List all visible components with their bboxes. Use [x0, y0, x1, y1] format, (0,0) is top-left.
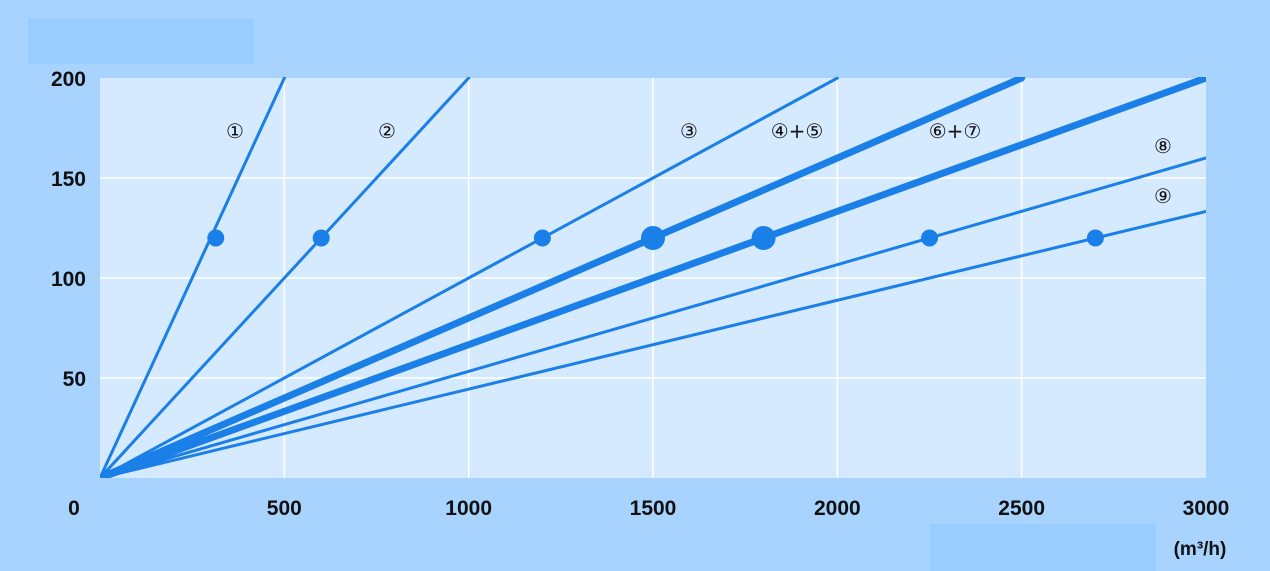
series-group — [100, 77, 1206, 478]
series-label-5: ⑥+⑦ — [929, 119, 982, 143]
series-marker-4 — [641, 226, 665, 250]
series-marker-3 — [533, 229, 551, 247]
series-label-6: ⑧ — [1154, 134, 1172, 158]
series-line-4 — [100, 77, 1026, 478]
series-line-1 — [100, 77, 286, 478]
x-tick-label: 2500 — [998, 497, 1045, 520]
y-tick-label: 50 — [63, 368, 86, 391]
x-axis-unit: (m³/h) — [1174, 539, 1227, 560]
x-tick-label: 500 — [267, 497, 302, 520]
series-label-7: ⑨ — [1154, 184, 1172, 208]
series-label-3: ③ — [680, 119, 698, 143]
series-marker-1 — [207, 229, 225, 247]
series-marker-5 — [751, 226, 776, 250]
series-labels: ① ② ③ ④+⑤ ⑥+⑦ ⑧ ⑨ — [226, 119, 1172, 208]
y-tick-label: 100 — [51, 268, 86, 291]
series-marker-7 — [1086, 229, 1104, 247]
series-line-7 — [100, 209, 1206, 478]
series-line-3 — [100, 77, 839, 478]
series-label-4: ④+⑤ — [771, 119, 824, 143]
marker-group — [207, 226, 1104, 250]
y-tick-label: 150 — [51, 168, 86, 191]
x-tick-label: 1500 — [630, 497, 677, 520]
series-marker-6 — [921, 229, 938, 247]
series-line-2 — [100, 77, 471, 478]
series-label-2: ② — [378, 119, 396, 143]
x-tick-label: 0 — [68, 497, 80, 520]
series-line-5 — [100, 77, 1206, 478]
x-tick-label: 3000 — [1183, 497, 1230, 520]
masked-footer-box — [930, 524, 1156, 571]
series-line-6 — [100, 156, 1206, 478]
series-marker-2 — [312, 229, 330, 247]
x-tick-label: 1000 — [445, 497, 492, 520]
y-tick-label: 200 — [51, 68, 86, 91]
x-tick-label: 2000 — [814, 497, 861, 520]
series-label-1: ① — [226, 119, 244, 143]
axis-labels: 0 500 1000 1500 2000 2500 3000 50 100 150 200 — [51, 68, 1229, 520]
masked-title-box — [28, 18, 254, 64]
